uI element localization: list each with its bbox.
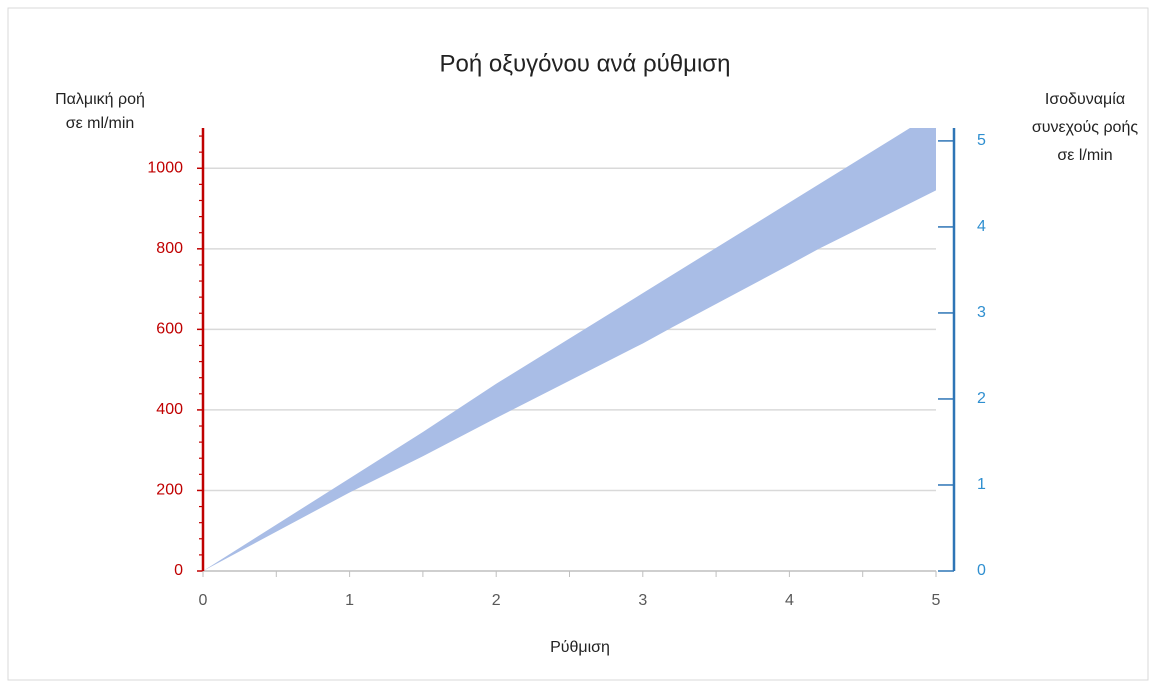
y2-tick-label: 4 [977,218,986,235]
x-tick-label: 2 [492,592,501,609]
y2-axis-label: συνεχούς ροής [1032,119,1138,136]
y-axis-label: Παλμική ροή [55,91,145,108]
y2-tick-label: 0 [977,562,986,579]
y2-tick-label: 5 [977,132,986,149]
y-tick-label: 0 [174,562,183,579]
y2-axis-label: σε l/min [1057,147,1112,164]
x-tick-label: 3 [638,592,647,609]
y-tick-label: 400 [156,401,183,418]
chart-title: Ροή οξυγόνου ανά ρύθμιση [440,50,731,77]
y-tick-label: 800 [156,240,183,257]
y-tick-label: 1000 [147,159,183,176]
y2-tick-label: 2 [977,390,986,407]
y2-tick-label: 1 [977,476,986,493]
y2-tick-label: 3 [977,304,986,321]
x-tick-label: 5 [932,592,941,609]
y2-axis-label: Ισοδυναμία [1045,91,1125,108]
x-tick-label: 1 [345,592,354,609]
x-axis-label: Ρύθμιση [550,639,610,656]
y-tick-label: 200 [156,482,183,499]
x-tick-label: 4 [785,592,794,609]
x-tick-label: 0 [199,592,208,609]
y-tick-label: 600 [156,321,183,338]
band-area [203,128,936,571]
y-axis-label: σε ml/min [66,115,135,132]
